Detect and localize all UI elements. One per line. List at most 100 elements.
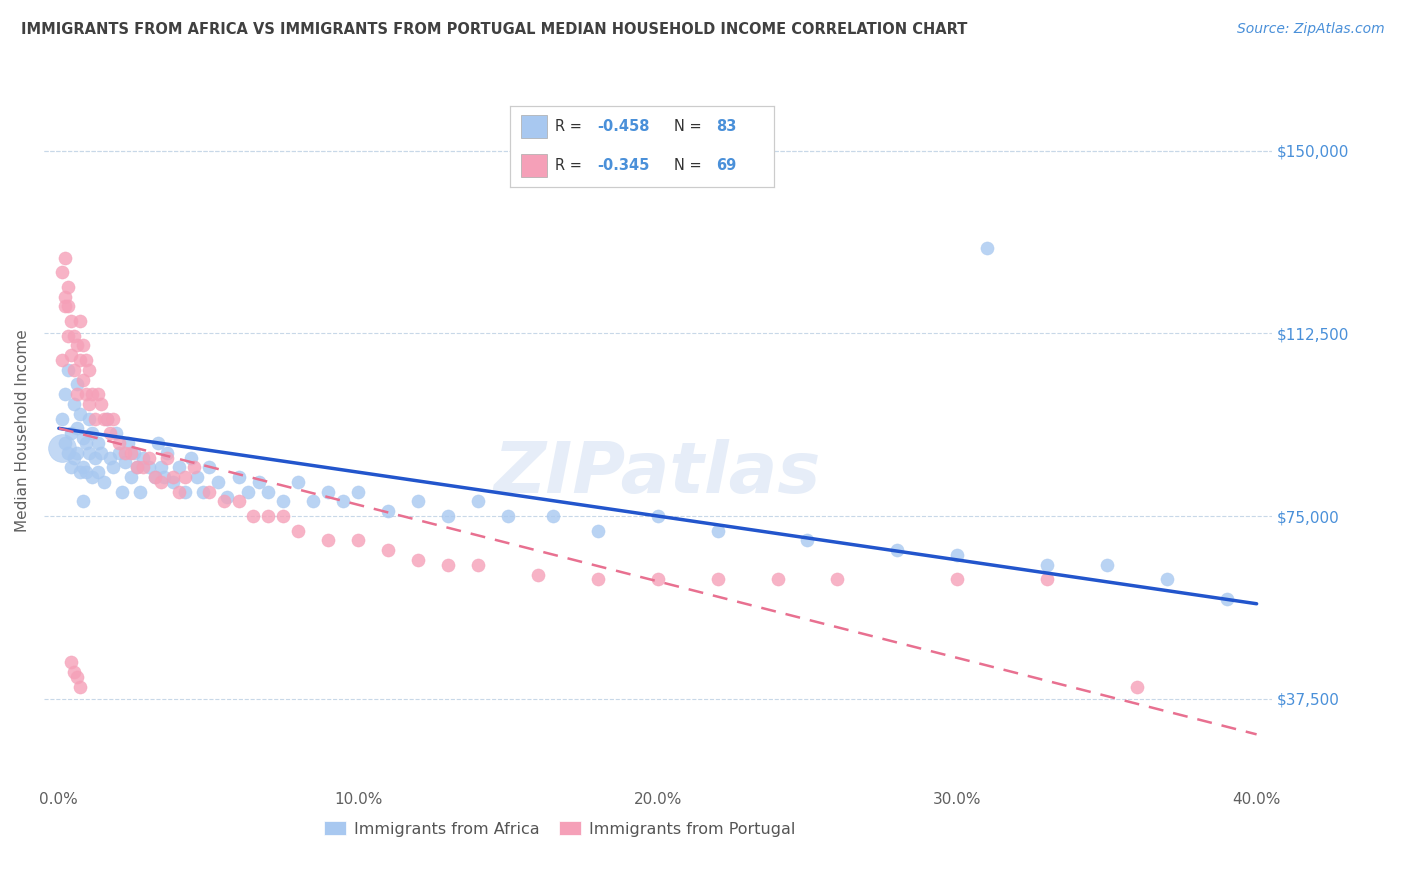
Point	[75, 436, 97, 450]
Point	[1126, 680, 1149, 694]
Point	[706, 524, 728, 538]
Point	[125, 460, 148, 475]
Point	[77, 445, 100, 459]
Point	[90, 445, 112, 459]
Point	[69, 407, 91, 421]
Point	[59, 426, 82, 441]
Point	[66, 445, 89, 459]
Point	[53, 300, 76, 314]
Point	[53, 436, 76, 450]
Point	[72, 460, 94, 475]
Point	[586, 573, 609, 587]
Point	[77, 411, 100, 425]
Point	[131, 450, 153, 465]
Point	[53, 290, 76, 304]
Point	[75, 387, 97, 401]
Point	[186, 470, 208, 484]
Point	[51, 441, 73, 455]
Point	[83, 411, 105, 425]
Point	[66, 377, 89, 392]
Point	[766, 573, 789, 587]
Point	[212, 494, 235, 508]
Point	[827, 573, 849, 587]
Point	[191, 484, 214, 499]
Point	[75, 353, 97, 368]
Point	[152, 470, 174, 484]
Point	[406, 553, 429, 567]
Point	[77, 397, 100, 411]
Point	[332, 494, 354, 508]
Point	[228, 470, 250, 484]
Point	[257, 484, 280, 499]
Point	[101, 411, 124, 425]
Point	[347, 484, 370, 499]
Point	[56, 363, 79, 377]
Point	[63, 363, 86, 377]
Point	[197, 460, 219, 475]
Point	[180, 450, 202, 465]
Point	[143, 470, 166, 484]
Point	[586, 524, 609, 538]
Point	[66, 421, 89, 435]
Point	[56, 445, 79, 459]
Point	[51, 265, 73, 279]
Point	[437, 558, 460, 572]
Point	[318, 484, 340, 499]
Point	[437, 509, 460, 524]
Point	[120, 445, 142, 459]
Point	[66, 338, 89, 352]
Point	[167, 484, 190, 499]
Point	[377, 504, 399, 518]
Text: ZIPatlas: ZIPatlas	[494, 439, 821, 508]
Point	[63, 328, 86, 343]
Y-axis label: Median Household Income: Median Household Income	[15, 329, 30, 533]
Point	[122, 445, 145, 459]
Point	[96, 411, 118, 425]
Point	[273, 494, 295, 508]
Point	[72, 431, 94, 445]
Point	[647, 573, 669, 587]
Point	[257, 509, 280, 524]
Point	[886, 543, 908, 558]
Point	[496, 509, 519, 524]
Point	[69, 353, 91, 368]
Point	[1036, 573, 1059, 587]
Point	[72, 338, 94, 352]
Point	[976, 241, 998, 255]
Point	[156, 450, 179, 465]
Point	[706, 573, 728, 587]
Point	[107, 436, 129, 450]
Point	[117, 436, 139, 450]
Point	[946, 573, 969, 587]
Point	[87, 465, 110, 479]
Point	[287, 524, 309, 538]
Point	[149, 475, 172, 489]
Point	[249, 475, 271, 489]
Point	[318, 533, 340, 548]
Point	[162, 470, 184, 484]
Point	[59, 314, 82, 328]
Point	[138, 450, 160, 465]
Point	[56, 328, 79, 343]
Point	[51, 411, 73, 425]
Point	[80, 387, 103, 401]
Point	[467, 558, 489, 572]
Point	[80, 470, 103, 484]
Point	[173, 470, 195, 484]
Point	[98, 450, 121, 465]
Point	[93, 475, 115, 489]
Point	[56, 280, 79, 294]
Point	[527, 567, 550, 582]
Point	[173, 484, 195, 499]
Point	[93, 411, 115, 425]
Point	[302, 494, 325, 508]
Point	[98, 426, 121, 441]
Point	[90, 397, 112, 411]
Point	[111, 484, 134, 499]
Point	[53, 387, 76, 401]
Point	[69, 314, 91, 328]
Point	[467, 494, 489, 508]
Point	[77, 363, 100, 377]
Point	[347, 533, 370, 548]
Point	[228, 494, 250, 508]
